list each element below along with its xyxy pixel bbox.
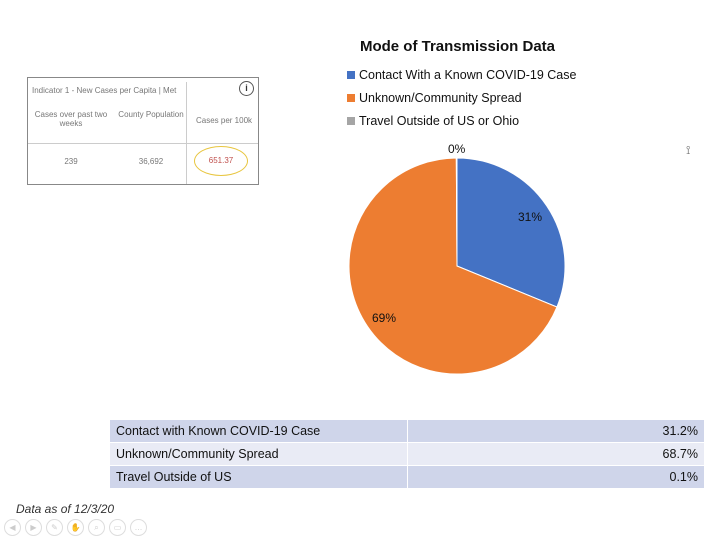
divider <box>186 82 187 184</box>
indicator-card: Indicator 1 - New Cases per Capita | Met… <box>27 77 259 185</box>
pie-slice-contact <box>456 157 566 308</box>
row-value: 31.2% <box>407 419 705 443</box>
legend-item-contact: Contact With a Known COVID-19 Case <box>347 68 576 82</box>
previous-icon[interactable]: ◀ <box>4 519 21 536</box>
legend-swatch <box>347 71 355 79</box>
legend-swatch <box>347 117 355 125</box>
legend-label: Travel Outside of US or Ohio <box>359 114 520 128</box>
population-value: 36,692 <box>138 157 164 166</box>
subtitles-icon[interactable]: ▭ <box>109 519 126 536</box>
slide-controls: ◀ ▶ ✎ ✋ ⌕ ▭… <box>4 519 147 536</box>
data-as-of: Data as of 12/3/20 <box>16 502 115 516</box>
pie-slice-travel <box>455 157 458 267</box>
row-label: Contact with Known COVID-19 Case <box>109 419 408 443</box>
hand-icon[interactable]: ✋ <box>67 519 84 536</box>
col-population-header: County Population <box>118 110 184 119</box>
cases-value: 239 <box>64 157 78 166</box>
table-row: Contact with Known COVID-19 Case 31.2% <box>109 419 705 443</box>
legend-item-travel: Travel Outside of US or Ohio <box>347 114 519 128</box>
data-table: Contact with Known COVID-19 Case 31.2% Un… <box>109 419 705 489</box>
per100k-value: 651.37 <box>194 146 248 176</box>
row-value: 68.7% <box>407 442 705 466</box>
data-label-travel: 0% <box>448 142 466 156</box>
pie-slice-community <box>348 157 558 375</box>
resize-handle-icon[interactable]: ⟟ <box>686 143 691 157</box>
more-icon[interactable]: … <box>130 519 147 536</box>
legend-label: Unknown/Community Spread <box>359 91 522 105</box>
table-row: Travel Outside of US 0.1% <box>109 465 705 489</box>
legend-item-community: Unknown/Community Spread <box>347 91 522 105</box>
legend-label: Contact With a Known COVID-19 Case <box>359 68 577 82</box>
zoom-icon[interactable]: ⌕ <box>88 519 105 536</box>
pen-icon[interactable]: ✎ <box>46 519 63 536</box>
indicator-header <box>28 101 258 144</box>
row-value: 0.1% <box>407 465 705 489</box>
next-icon[interactable]: ▶ <box>25 519 42 536</box>
data-label-community: 69% <box>372 311 397 325</box>
table-row: Unknown/Community Spread 68.7% <box>109 442 705 466</box>
col-cases-header: Cases over past two weeks <box>34 110 108 128</box>
indicator-title: Indicator 1 - New Cases per Capita | Met <box>32 86 177 95</box>
row-label: Unknown/Community Spread <box>109 442 408 466</box>
row-label: Travel Outside of US <box>109 465 408 489</box>
info-icon[interactable]: i <box>239 81 254 96</box>
chart-title: Mode of Transmission Data <box>359 38 556 55</box>
col-per100k-header: Cases per 100k <box>195 116 253 125</box>
legend-swatch <box>347 94 355 102</box>
data-label-contact: 31% <box>518 210 543 224</box>
